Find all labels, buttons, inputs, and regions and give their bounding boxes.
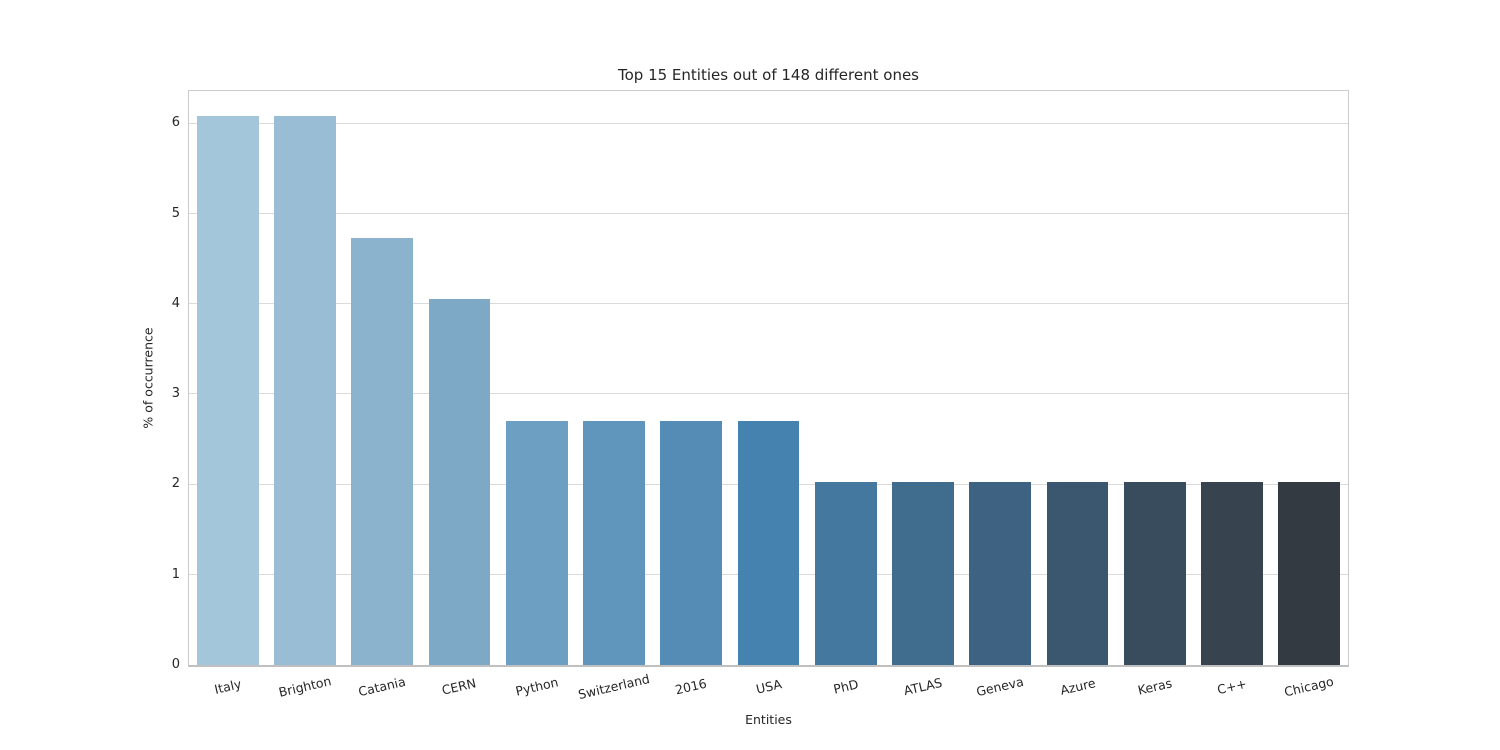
bar-switzerland [583,421,645,665]
x-tick-label: Azure [1058,675,1097,698]
bar-c- [1201,481,1263,665]
x-tick-label: ATLAS [902,674,944,699]
bar-azure [1046,481,1109,665]
x-tick-label: C++ [1215,675,1249,698]
x-tick-label: Geneva [975,673,1026,700]
bar-catania [351,238,414,665]
bar-phd [814,481,877,665]
bar-python [505,421,568,665]
bar-keras [1123,481,1186,665]
y-tick-label: 2 [171,476,180,492]
x-tick-label: PhD [831,676,860,697]
x-tick-label: Italy [212,676,243,697]
x-tick-label: 2016 [673,675,709,698]
bar-geneva [969,481,1032,665]
x-tick-label: Brighton [277,673,333,700]
x-tick-label: Switzerland [576,671,652,703]
bar-atlas [892,481,954,665]
x-axis-label: Entities [745,712,792,727]
x-tick-label: USA [754,676,783,697]
gridline [189,393,1348,395]
bar-brighton [273,116,336,665]
x-tick-label: Catania [356,673,408,700]
y-tick-label: 4 [171,295,180,311]
y-tick-label: 0 [171,657,180,672]
bar-2016 [660,421,723,665]
y-tick-label: 1 [171,566,180,582]
gridline [189,122,1348,124]
y-tick-label: 3 [171,386,180,402]
chart-title: Top 15 Entities out of 148 different one… [618,66,919,84]
gridline [189,303,1348,304]
bar-chicago [1278,481,1341,665]
plot-area [188,90,1349,667]
x-tick-label: Keras [1136,675,1174,698]
bar-usa [737,421,800,665]
x-tick-label: CERN [440,675,478,698]
y-axis-label: % of occurrence [140,327,156,429]
bar-cern [428,299,491,665]
x-tick-label: Chicago [1283,673,1336,700]
y-tick-label: 6 [171,115,180,131]
y-tick-label: 5 [171,205,180,221]
bar-italy [196,116,259,665]
gridline [189,212,1348,214]
x-tick-label: Python [513,674,560,699]
